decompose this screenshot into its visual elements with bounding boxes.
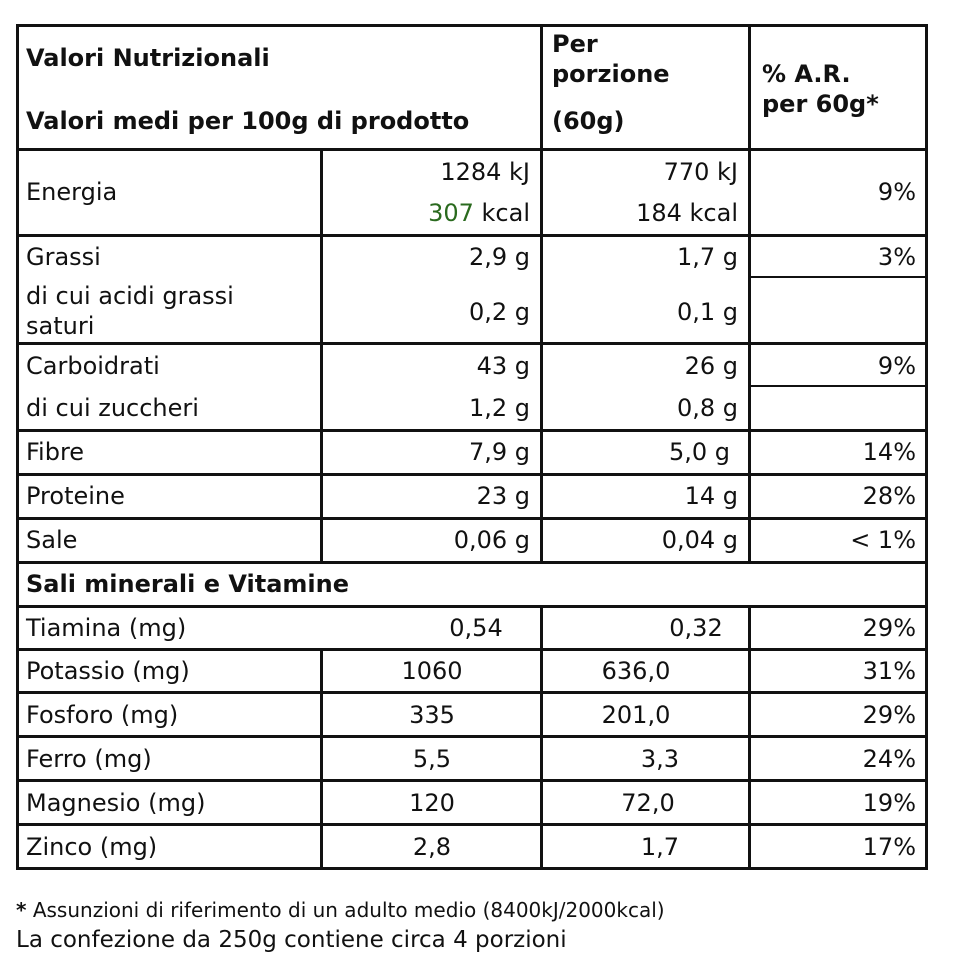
per-portion-header-2: porzione: [552, 60, 670, 88]
grassi-portion: 1,7 g: [676, 243, 738, 271]
package-portions-note: La confezione da 250g contiene circa 4 p…: [16, 927, 567, 953]
mineral-ar: 24%: [862, 745, 916, 773]
mineral-per100: 120: [409, 789, 455, 817]
mineral-ar: 29%: [862, 614, 916, 642]
sale-portion: 0,04 g: [661, 526, 738, 554]
mineral-per100: 0,54: [449, 614, 503, 642]
grassi-label: Grassi: [26, 243, 101, 271]
mineral-per100: 5,5: [412, 745, 452, 773]
sale-label: Sale: [26, 526, 78, 554]
table-subtitle: Valori medi per 100g di prodotto: [26, 107, 470, 135]
asterisk: *: [16, 898, 27, 922]
energia-per100-kcal-unit: kcal: [473, 199, 530, 227]
proteine-ar: 28%: [862, 482, 916, 510]
ar-header-2: per 60g*: [762, 90, 879, 118]
grassi-per100: 2,9 g: [468, 243, 530, 271]
mineral-label: Zinco (mg): [26, 833, 158, 861]
minerals-section-title: Sali minerali e Vitamine: [26, 570, 350, 598]
energia-ar: 9%: [877, 178, 916, 206]
mineral-label: Ferro (mg): [26, 745, 152, 773]
per-portion-header-3: (60g): [552, 107, 625, 135]
mineral-portion: 3,3: [640, 745, 680, 773]
sale-per100: 0,06 g: [453, 526, 530, 554]
mineral-per100: 335: [409, 701, 455, 729]
mineral-ar: 31%: [862, 657, 916, 685]
energia-portion-kcal: 184 kcal: [636, 199, 738, 227]
proteine-label: Proteine: [26, 482, 125, 510]
mineral-per100: 1060: [401, 657, 463, 685]
mineral-label: Potassio (mg): [26, 657, 190, 685]
zuccheri-label: di cui zuccheri: [26, 394, 199, 422]
mineral-ar: 17%: [862, 833, 916, 861]
saturi-per100: 0,2 g: [468, 298, 530, 326]
mineral-label: Magnesio (mg): [26, 789, 206, 817]
energia-per100-kcal: 307 kcal: [326, 199, 530, 227]
mineral-portion: 72,0: [621, 789, 675, 817]
carboidrati-per100: 43 g: [476, 352, 530, 380]
table-title: Valori Nutrizionali: [26, 44, 270, 72]
mineral-label: Tiamina (mg): [26, 614, 187, 642]
zuccheri-per100: 1,2 g: [468, 394, 530, 422]
carboidrati-ar: 9%: [877, 352, 916, 380]
saturi-label-2: saturi: [26, 312, 95, 340]
nutrition-table: Valori Nutrizionali Valori medi per 100g…: [16, 24, 928, 870]
proteine-portion: 14 g: [684, 482, 738, 510]
saturi-label-1: di cui acidi grassi: [26, 282, 234, 310]
grassi-ar: 3%: [877, 243, 916, 271]
saturi-portion: 0,1 g: [676, 298, 738, 326]
reference-intake-text: Assunzioni di riferimento di un adulto m…: [26, 898, 665, 922]
mineral-portion: 201,0: [601, 701, 671, 729]
energia-per100-kcal-number: 307: [428, 199, 474, 227]
mineral-portion: 1,7: [640, 833, 680, 861]
carboidrati-portion: 26 g: [684, 352, 738, 380]
mineral-label: Fosforo (mg): [26, 701, 179, 729]
mineral-ar: 19%: [862, 789, 916, 817]
fibre-portion: 5,0 g: [668, 438, 730, 466]
reference-intake-note: * Assunzioni di riferimento di un adulto…: [16, 898, 665, 922]
zuccheri-portion: 0,8 g: [676, 394, 738, 422]
carboidrati-label: Carboidrati: [26, 352, 160, 380]
mineral-ar: 29%: [862, 701, 916, 729]
per-portion-header-1: Per: [552, 30, 598, 58]
energia-label: Energia: [26, 178, 118, 206]
ar-header-1: % A.R.: [762, 60, 851, 88]
fibre-ar: 14%: [862, 438, 916, 466]
sale-ar: < 1%: [850, 526, 916, 554]
fibre-per100: 7,9 g: [468, 438, 530, 466]
energia-portion-kj: 770 kJ: [663, 158, 738, 186]
mineral-portion: 636,0: [601, 657, 671, 685]
mineral-portion: 0,32: [669, 614, 723, 642]
energia-per100-kj: 1284 kJ: [440, 158, 530, 186]
mineral-per100: 2,8: [412, 833, 452, 861]
fibre-label: Fibre: [26, 438, 85, 466]
proteine-per100: 23 g: [476, 482, 530, 510]
